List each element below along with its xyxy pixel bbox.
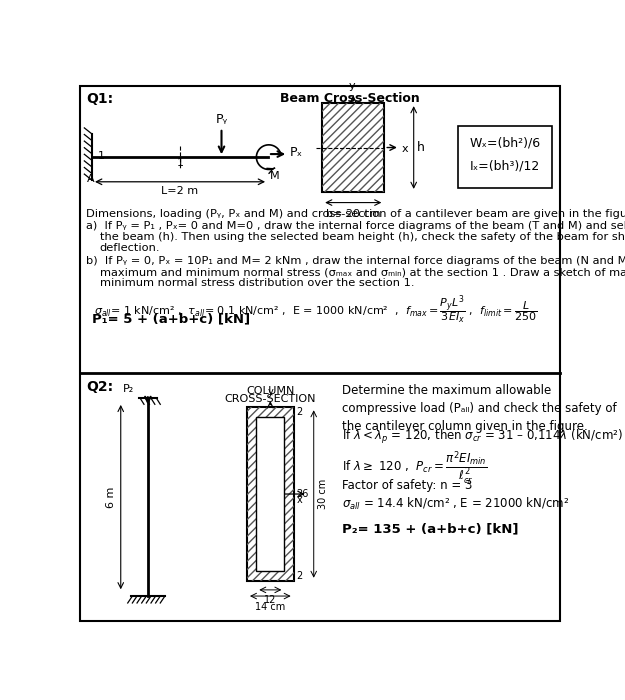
Text: Q1:: Q1: xyxy=(86,92,113,106)
Text: y: y xyxy=(349,81,356,91)
Text: P₂= 135 + (a+b+c) [kN]: P₂= 135 + (a+b+c) [kN] xyxy=(342,523,518,536)
Bar xyxy=(322,103,384,192)
Text: 2: 2 xyxy=(297,571,303,581)
Text: M: M xyxy=(269,171,279,181)
Text: y: y xyxy=(268,386,273,397)
Text: 26: 26 xyxy=(297,489,309,499)
Text: deflection.: deflection. xyxy=(100,243,161,253)
Text: 30 cm: 30 cm xyxy=(318,479,328,509)
Text: maximum and minimum normal stress (σₘₐₓ and σₘᵢₙ) at the ​section 1​ . Draw a sk: maximum and minimum normal stress (σₘₐₓ … xyxy=(100,267,625,277)
Text: Wₓ=(bh²)/6: Wₓ=(bh²)/6 xyxy=(469,136,541,150)
Text: P₁= 5 + (a+b+c) [kN]: P₁= 5 + (a+b+c) [kN] xyxy=(92,313,250,326)
Text: A: A xyxy=(87,174,94,184)
Text: x: x xyxy=(401,144,408,154)
Text: CROSS-SECTION: CROSS-SECTION xyxy=(224,394,316,405)
Text: x: x xyxy=(297,495,302,505)
Text: L=2 m: L=2 m xyxy=(161,186,199,197)
Text: 1: 1 xyxy=(98,151,105,161)
Text: 14 cm: 14 cm xyxy=(255,602,286,612)
Text: $\sigma_{all}$ = 14.4 kN/cm² , E = 21000 kN/cm²: $\sigma_{all}$ = 14.4 kN/cm² , E = 21000… xyxy=(342,496,569,512)
Text: P₂: P₂ xyxy=(122,384,134,393)
Bar xyxy=(256,416,284,571)
Text: Beam Cross-Section: Beam Cross-Section xyxy=(279,92,419,105)
Text: 6 m: 6 m xyxy=(106,486,116,507)
Text: h: h xyxy=(417,141,424,154)
Text: the beam (h). Then using the selected beam height (h), check the safety of the b: the beam (h). Then using the selected be… xyxy=(100,232,625,242)
Text: Dimensions, loading (Pᵧ, Pₓ and M) and cross-section of a cantilever beam are gi: Dimensions, loading (Pᵧ, Pₓ and M) and c… xyxy=(86,209,625,218)
Text: 1: 1 xyxy=(176,158,184,168)
Text: Determine the maximum allowable
compressive load (Pₐₗₗ) and check the safety of
: Determine the maximum allowable compress… xyxy=(342,384,616,433)
Text: $\sigma_{all}$= 1 kN/cm² ,  $\tau_{all}$= 0.1 kN/cm² ,  E = 1000 kN/cm²  ,  $f_{: $\sigma_{all}$= 1 kN/cm² , $\tau_{all}$=… xyxy=(94,293,538,326)
Text: Iₓ=(bh³)/12: Iₓ=(bh³)/12 xyxy=(470,160,540,173)
Text: Q2:: Q2: xyxy=(86,381,113,395)
Text: Factor of safety: n = 3: Factor of safety: n = 3 xyxy=(342,479,472,492)
Text: minimum normal stress distribution over the section 1.: minimum normal stress distribution over … xyxy=(100,278,414,288)
Bar xyxy=(322,103,384,192)
Bar xyxy=(247,407,294,581)
Text: COLUMN: COLUMN xyxy=(246,386,294,396)
Text: b)  If Pᵧ = 0, Pₓ = 10P₁ and M= 2 kNm , draw the internal force diagrams of the : b) If Pᵧ = 0, Pₓ = 10P₁ and M= 2 kNm , d… xyxy=(86,256,625,267)
Text: a)  If Pᵧ = P₁ , Pₓ= 0 and M=0 , draw the internal force diagrams of the beam (T: a) If Pᵧ = P₁ , Pₓ= 0 and M=0 , draw the… xyxy=(86,221,625,231)
Bar xyxy=(247,407,294,581)
Text: 12: 12 xyxy=(264,594,276,605)
Bar xyxy=(458,126,552,188)
Text: If $\lambda < \lambda_p$ = 120, then $\sigma_{cr}$ = 31 – 0,114$\lambda$ (kN/cm²: If $\lambda < \lambda_p$ = 120, then $\s… xyxy=(342,428,622,446)
Text: Pₓ: Pₓ xyxy=(290,146,302,159)
Text: b= 20 cm: b= 20 cm xyxy=(326,209,381,218)
Text: If $\lambda \geq$ 120 ,  $P_{cr} = \dfrac{\pi^2 E I_{min}}{\ell^2_{cr}}$: If $\lambda \geq$ 120 , $P_{cr} = \dfrac… xyxy=(342,450,487,486)
Text: 2: 2 xyxy=(297,407,303,417)
Text: Pᵧ: Pᵧ xyxy=(216,113,227,126)
